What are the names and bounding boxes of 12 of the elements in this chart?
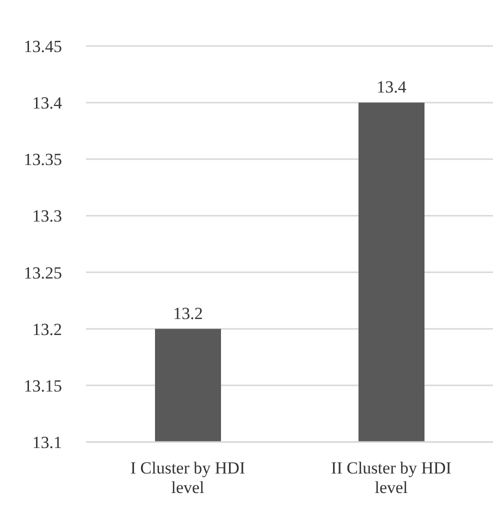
y-tick-label: 13.4 [32,94,62,113]
y-tick-label: 13.25 [24,263,62,282]
y-tick-label: 13.2 [32,320,62,339]
y-tick-label: 13.35 [24,150,62,170]
data-label: 13.4 [376,78,407,97]
y-tick-label: 13.15 [24,376,62,396]
y-tick-label: 13.45 [24,37,62,56]
x-tick-label: I Cluster by HDI level [130,458,246,497]
y-tick-label: 13.3 [32,206,62,226]
y-tick-label: 13.1 [32,433,62,452]
data-label: 13.2 [173,304,203,323]
x-tick-label: II Cluster by HDI level [331,458,452,497]
